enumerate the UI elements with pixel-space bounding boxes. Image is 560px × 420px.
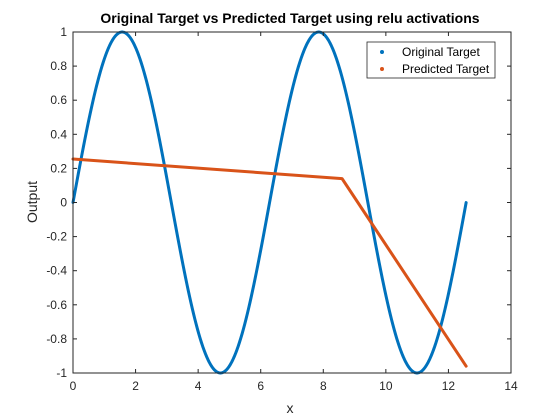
y-tick-label: -0.4	[46, 264, 67, 278]
y-tick-label: 0.2	[50, 161, 67, 175]
legend-marker-predicted-target	[380, 67, 384, 71]
legend-label-original-target: Original Target	[402, 45, 480, 59]
legend-marker-original-target	[380, 50, 384, 54]
x-axis-title: x	[287, 400, 294, 416]
x-tick-label: 2	[132, 379, 139, 393]
y-tick-label: 0.6	[50, 93, 67, 107]
y-axis-title: Output	[24, 181, 40, 223]
y-tick-label: -0.8	[46, 332, 67, 346]
x-tick-label: 10	[379, 379, 393, 393]
x-tick-label: 12	[442, 379, 456, 393]
plot-background	[73, 32, 511, 373]
y-tick-label: -1	[56, 366, 67, 380]
legend: Original Target Predicted Target	[366, 41, 496, 79]
y-tick-label: 0.4	[50, 127, 67, 141]
series-line-original-target	[71, 30, 468, 375]
y-tick-label: 0	[60, 196, 67, 210]
y-tick-label: 1	[60, 25, 67, 39]
legend-box	[366, 41, 496, 79]
ticks-layer: 0 2 4 6 8 10 12 14 -1 -0.8 -0.6 -0.4 -0.2 0 0.2 0.4 0.6 0…	[46, 25, 518, 393]
x-tick-label: 6	[257, 379, 264, 393]
x-tick-label: 14	[504, 379, 518, 393]
x-tick-label: 4	[195, 379, 202, 393]
y-tick-label: 0.8	[50, 59, 67, 73]
y-tick-label: -0.6	[46, 298, 67, 312]
series-layer	[71, 30, 468, 375]
series-line-predicted-target	[71, 157, 468, 368]
y-tick-label: -0.2	[46, 230, 67, 244]
x-tick-label: 0	[70, 379, 77, 393]
chart-title: Original Target vs Predicted Target usin…	[100, 10, 479, 26]
legend-label-predicted-target: Predicted Target	[402, 62, 490, 76]
x-tick-label: 8	[320, 379, 327, 393]
